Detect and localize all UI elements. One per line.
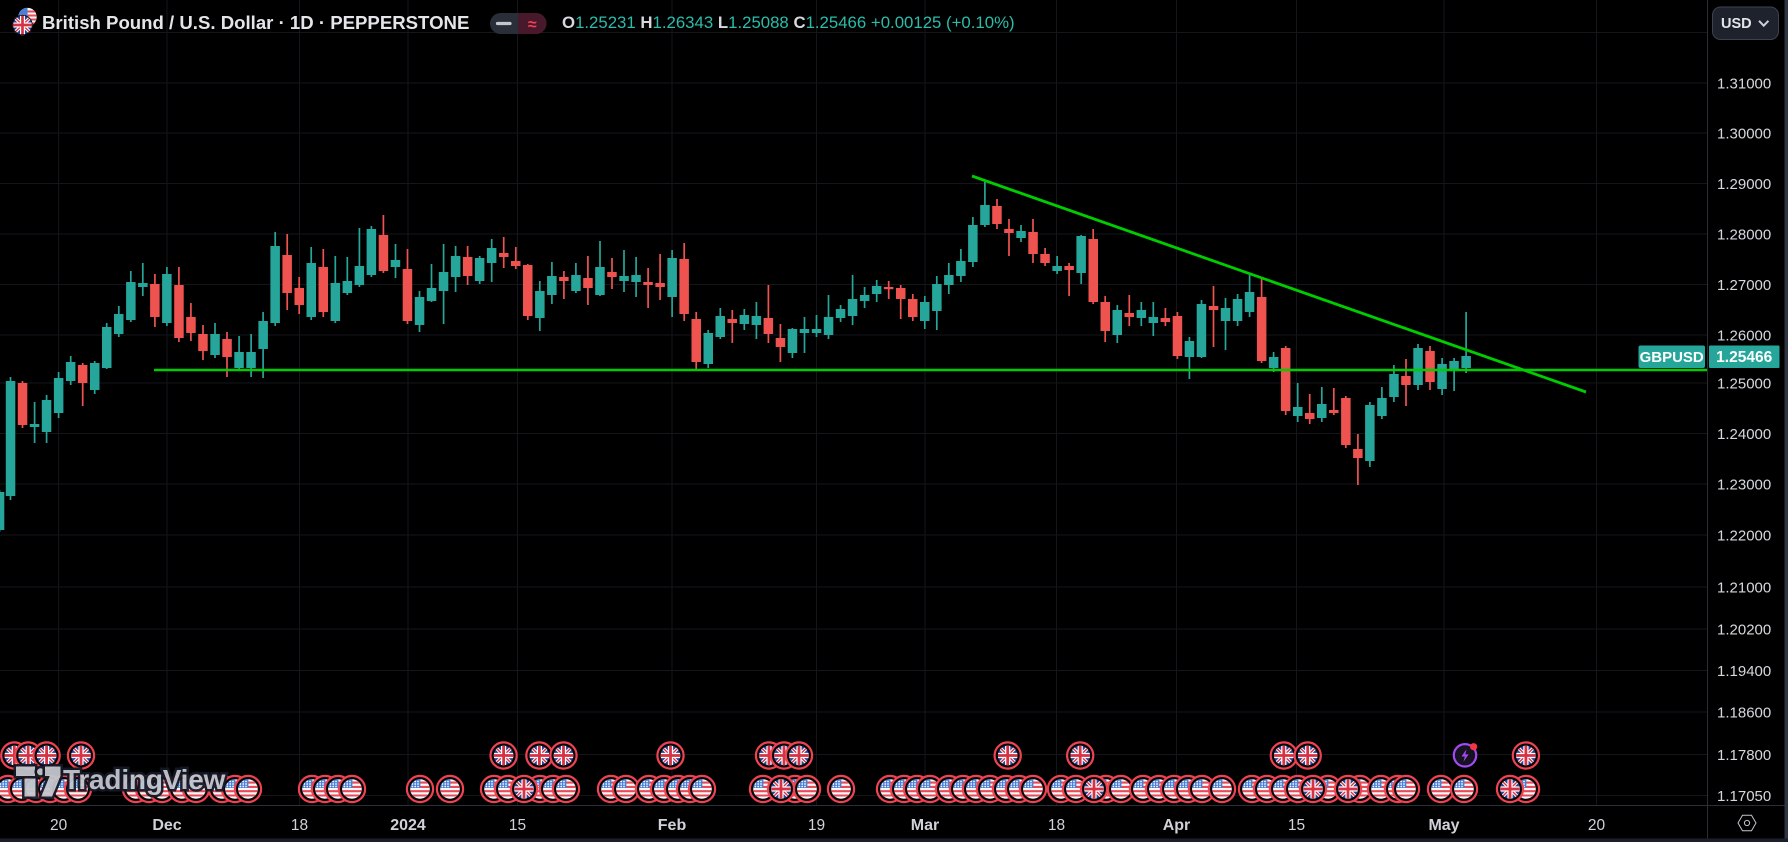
svg-text:15: 15	[509, 817, 526, 834]
svg-text:2024: 2024	[390, 817, 426, 834]
svg-text:1.18600: 1.18600	[1717, 705, 1771, 722]
svg-text:20: 20	[1588, 817, 1606, 834]
svg-text:Apr: Apr	[1163, 817, 1191, 834]
svg-text:1.25466: 1.25466	[1716, 349, 1772, 366]
svg-text:1.29000: 1.29000	[1717, 176, 1771, 193]
svg-text:1.31000: 1.31000	[1717, 76, 1771, 93]
svg-text:≈: ≈	[528, 17, 537, 34]
svg-text:1.27000: 1.27000	[1717, 277, 1771, 294]
svg-text:1.17800: 1.17800	[1717, 747, 1771, 764]
svg-text:Feb: Feb	[658, 817, 687, 834]
svg-text:TradingView: TradingView	[63, 764, 226, 795]
svg-text:1.19400: 1.19400	[1717, 663, 1771, 680]
svg-text:O1.25231 H1.26343 L1.25088 C1.: O1.25231 H1.26343 L1.25088 C1.25466 +0.0…	[562, 13, 1015, 32]
svg-text:19: 19	[808, 817, 825, 834]
svg-text:May: May	[1428, 817, 1459, 834]
svg-text:18: 18	[1048, 817, 1065, 834]
svg-text:1.23000: 1.23000	[1717, 477, 1771, 494]
svg-text:1.25000: 1.25000	[1717, 376, 1771, 393]
svg-text:1.30000: 1.30000	[1717, 126, 1771, 143]
svg-text:British Pound / U.S. Dollar ·: British Pound / U.S. Dollar · 1D · PEPPE…	[42, 12, 469, 33]
svg-text:1.20200: 1.20200	[1717, 622, 1771, 639]
svg-text:20: 20	[50, 817, 68, 834]
svg-text:1.22000: 1.22000	[1717, 528, 1771, 545]
svg-text:1.28000: 1.28000	[1717, 227, 1771, 244]
svg-text:18: 18	[291, 817, 308, 834]
svg-text:15: 15	[1288, 817, 1305, 834]
svg-text:1.26000: 1.26000	[1717, 328, 1771, 345]
svg-text:1.21000: 1.21000	[1717, 580, 1771, 597]
svg-text:Mar: Mar	[911, 817, 939, 834]
svg-text:GBPUSD: GBPUSD	[1640, 349, 1704, 366]
svg-text:Dec: Dec	[152, 817, 181, 834]
svg-text:USD: USD	[1721, 16, 1752, 32]
svg-text:1.17050: 1.17050	[1717, 788, 1771, 805]
svg-text:1.24000: 1.24000	[1717, 426, 1771, 443]
